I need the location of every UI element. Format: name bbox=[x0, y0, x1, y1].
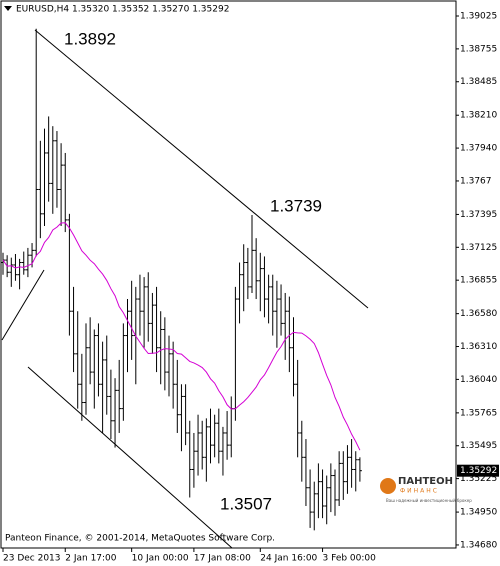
y-tick-label: 1.36310 bbox=[460, 342, 497, 352]
y-tick-label: 1.37395 bbox=[460, 210, 497, 220]
logo-icon bbox=[380, 478, 396, 494]
y-tick-label: 1.38755 bbox=[460, 44, 497, 54]
current-price-box bbox=[457, 464, 499, 477]
logo-tagline: Ваш надежный инвестиционный брокер bbox=[386, 498, 472, 503]
trend-line bbox=[1, 269, 45, 341]
y-tick-label: 1.38210 bbox=[460, 111, 497, 121]
logo: ПАНТЕОН ФИНАНС Ваш надежный инвестиционн… bbox=[380, 476, 472, 503]
chart-title: EURUSD,H4 1.35320 1.35352 1.35270 1.3529… bbox=[16, 5, 229, 15]
y-tick-label: 1.34680 bbox=[460, 540, 497, 550]
trend-line bbox=[27, 366, 233, 549]
x-tick-label: 17 Jan 08:00 bbox=[194, 554, 251, 564]
y-tick-label: 1.3767 bbox=[460, 176, 492, 186]
trend-line bbox=[34, 29, 369, 309]
y-tick-label: 1.36855 bbox=[460, 276, 497, 286]
logo-sub: ФИНАНС bbox=[400, 488, 439, 495]
moving-average bbox=[2, 222, 361, 451]
y-tick-label: 1.37125 bbox=[460, 243, 497, 253]
y-tick-label: 1.38485 bbox=[460, 77, 497, 87]
annotation: 1.3892 bbox=[64, 29, 116, 48]
y-tick-label: 1.36580 bbox=[460, 309, 497, 319]
plot-frame bbox=[0, 0, 457, 549]
annotation: 1.3739 bbox=[270, 196, 322, 215]
menu-arrow bbox=[4, 6, 12, 11]
y-tick-label: 1.36040 bbox=[460, 375, 497, 385]
x-tick-label: 23 Dec 2013 bbox=[3, 554, 61, 564]
annotation: 1.3507 bbox=[220, 494, 272, 513]
current-price-label: 1.35292 bbox=[460, 466, 497, 476]
y-tick-label: 1.35225 bbox=[460, 474, 497, 484]
y-tick-label: 1.35765 bbox=[460, 408, 497, 418]
y-tick-label: 1.39025 bbox=[460, 12, 497, 22]
x-tick-label: 3 Feb 00:00 bbox=[323, 554, 377, 564]
y-tick-label: 1.34950 bbox=[460, 508, 497, 518]
logo-name: ПАНТЕОН bbox=[398, 476, 453, 487]
x-tick-label: 10 Jan 00:00 bbox=[132, 554, 189, 564]
x-tick-label: 2 Jan 17:00 bbox=[65, 554, 117, 564]
y-tick-label: 1.35495 bbox=[460, 441, 497, 451]
x-tick-label: 24 Jan 16:00 bbox=[260, 554, 317, 564]
y-tick-label: 1.37940 bbox=[460, 144, 497, 154]
footer: Panteon Finance, © 2001-2014, MetaQuotes… bbox=[5, 534, 275, 544]
